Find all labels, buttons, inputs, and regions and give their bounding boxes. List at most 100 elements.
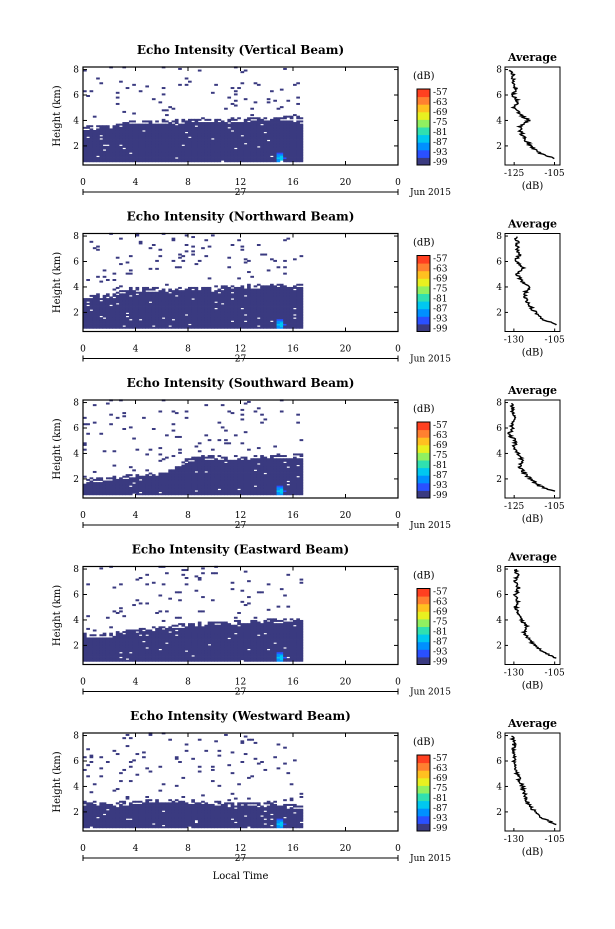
colorbar-unit-label: (dB)	[413, 71, 435, 82]
heatmap-cell	[296, 134, 300, 137]
heatmap-cell	[270, 478, 274, 481]
heatmap-cell	[224, 477, 228, 480]
heatmap-cell	[299, 455, 304, 458]
heatmap-cell	[289, 467, 294, 470]
heatmap-cell	[289, 155, 294, 158]
heatmap-cell	[270, 128, 274, 131]
heatmap-cell	[86, 145, 90, 148]
heatmap-cell	[171, 155, 176, 158]
heatmap-cell	[256, 288, 261, 291]
heatmap-cell	[168, 326, 172, 329]
heatmap-cell	[96, 320, 100, 323]
heatmap-cell	[260, 482, 264, 485]
heatmap-cell	[276, 467, 281, 470]
heatmap-cell	[217, 145, 222, 148]
heatmap-cell	[194, 321, 199, 324]
heatmap-cell	[201, 326, 205, 329]
heatmap-cell	[253, 155, 258, 158]
heatmap-cell	[178, 486, 182, 489]
heatmap-cell	[214, 153, 218, 156]
heatmap-cell	[276, 312, 281, 315]
heatmap-cell	[296, 304, 300, 307]
heatmap-cell	[145, 123, 150, 126]
heatmap-cell	[132, 307, 136, 310]
heatmap-cell	[233, 141, 238, 144]
heatmap-cell	[105, 142, 110, 145]
heatmap-cell	[270, 474, 274, 477]
heatmap-cell	[207, 485, 212, 488]
heatmap-cell	[256, 155, 261, 158]
heatmap-cell	[273, 326, 277, 329]
heatmap-cell	[184, 416, 189, 419]
heatmap-cell	[112, 488, 117, 491]
heatmap-cell	[155, 306, 159, 309]
heatmap-cell	[109, 423, 113, 426]
heatmap-cell	[217, 477, 222, 480]
heatmap-cell	[270, 315, 274, 318]
heatmap-cell	[128, 288, 133, 291]
heatmap-cell	[247, 466, 251, 469]
heatmap-cell	[148, 312, 153, 315]
heatmap-cell	[181, 293, 186, 296]
heatmap-cell	[197, 306, 202, 309]
heatmap-cell	[253, 144, 258, 147]
colorbar-swatch	[417, 304, 430, 308]
colorbar-swatch	[417, 318, 430, 321]
heatmap-cell	[204, 160, 209, 163]
heatmap-cell	[230, 470, 235, 473]
heatmap-cell	[128, 478, 133, 481]
heatmap-cell	[145, 485, 150, 488]
heatmap-cell	[299, 474, 304, 477]
heatmap-cell	[174, 475, 179, 478]
heatmap-cell	[201, 456, 205, 459]
heatmap-cell	[253, 134, 258, 137]
heatmap-cell	[83, 126, 87, 129]
heatmap-cell	[250, 291, 255, 294]
heatmap-cell	[286, 482, 291, 485]
heatmap-cell	[188, 299, 192, 302]
heatmap-cell	[99, 490, 104, 493]
heatmap-cell	[178, 483, 182, 486]
heatmap-cell	[286, 299, 291, 302]
heatmap-cell	[184, 298, 189, 301]
heatmap-cell	[151, 318, 156, 321]
heatmap-cell	[83, 491, 87, 494]
heatmap-cell	[266, 153, 271, 156]
heatmap-cell	[256, 160, 261, 163]
heatmap-cell	[171, 312, 176, 315]
heatmap-cell	[135, 131, 140, 134]
heatmap-cell	[181, 123, 186, 126]
heatmap-cell	[165, 318, 169, 321]
heatmap-cell	[188, 469, 192, 472]
heatmap-cell	[178, 155, 182, 158]
heatmap-cell	[83, 320, 87, 323]
heatmap-cell	[224, 152, 228, 155]
heatmap-cell	[194, 323, 199, 326]
heatmap-cell	[191, 306, 195, 309]
heatmap-cell	[233, 131, 238, 134]
heatmap-cell	[240, 318, 245, 321]
heatmap-cell	[266, 123, 271, 126]
heatmap-cell	[204, 474, 209, 477]
heatmap-cell	[158, 480, 163, 483]
heatmap-cell	[270, 480, 274, 483]
heatmap-cell	[276, 458, 281, 461]
heatmap-cell	[217, 153, 222, 156]
heatmap-cell	[217, 126, 222, 129]
heatmap-cell	[181, 307, 186, 310]
heatmap-cell	[188, 320, 192, 323]
heatmap-cell	[119, 477, 123, 480]
colorbar-swatch	[417, 284, 430, 287]
heatmap-cell	[299, 125, 304, 128]
heatmap-cell	[145, 486, 150, 489]
heatmap-cell	[286, 315, 291, 318]
heatmap-cell	[293, 122, 297, 125]
heatmap-cell	[125, 310, 130, 313]
heatmap-cell	[92, 310, 97, 313]
heatmap-cell	[237, 470, 241, 473]
heatmap-cell	[270, 291, 274, 294]
heatmap-cell	[289, 315, 294, 318]
heatmap-cell	[233, 434, 238, 437]
heatmap-cell	[247, 320, 251, 323]
heatmap-cell	[207, 299, 212, 302]
